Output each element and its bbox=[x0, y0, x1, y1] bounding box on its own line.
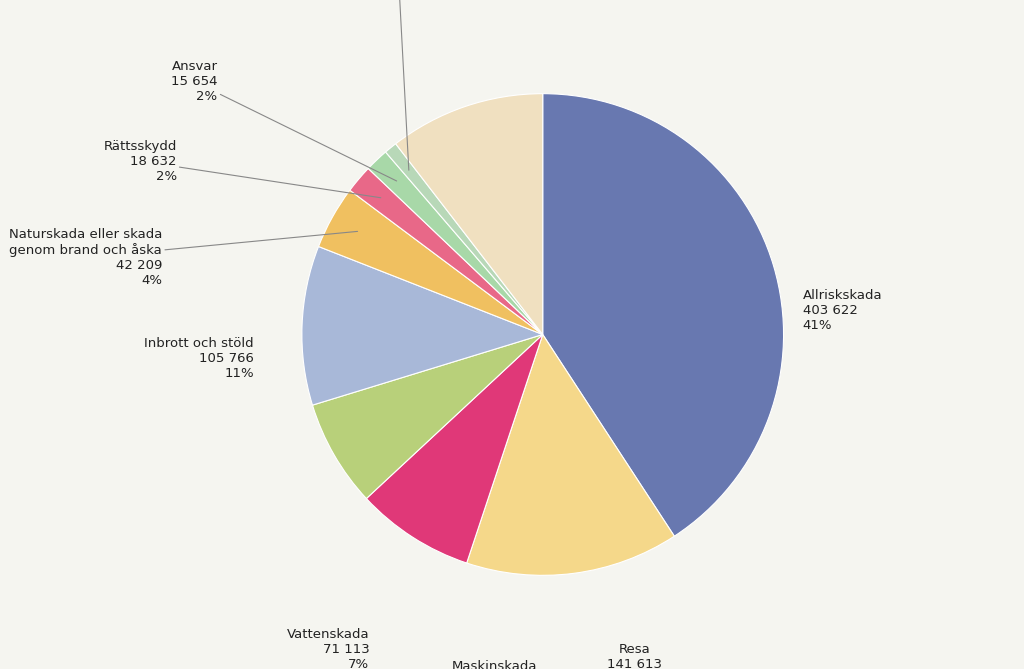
Wedge shape bbox=[467, 334, 675, 575]
Wedge shape bbox=[543, 94, 783, 536]
Text: Övrigt
103 407
10%: Övrigt 103 407 10% bbox=[575, 0, 631, 2]
Wedge shape bbox=[386, 144, 543, 334]
Text: Naturskada eller skada
genom brand och åska
42 209
4%: Naturskada eller skada genom brand och å… bbox=[9, 228, 357, 287]
Wedge shape bbox=[302, 246, 543, 405]
Wedge shape bbox=[318, 190, 543, 334]
Text: Ansvar
15 654
2%: Ansvar 15 654 2% bbox=[171, 60, 396, 181]
Text: Inbrott och stöld
105 766
11%: Inbrott och stöld 105 766 11% bbox=[144, 337, 254, 380]
Wedge shape bbox=[312, 334, 543, 498]
Wedge shape bbox=[350, 169, 543, 334]
Text: Allriskskada
403 622
41%: Allriskskada 403 622 41% bbox=[803, 289, 883, 332]
Text: Maskinskada
78 776
8%: Maskinskada 78 776 8% bbox=[452, 660, 538, 669]
Text: Rån och överfall
8 532
1%: Rån och överfall 8 532 1% bbox=[344, 0, 453, 170]
Text: Rättsskydd
18 632
2%: Rättsskydd 18 632 2% bbox=[103, 140, 381, 198]
Text: Resa
141 613
14%: Resa 141 613 14% bbox=[607, 643, 662, 669]
Wedge shape bbox=[369, 152, 543, 334]
Wedge shape bbox=[395, 94, 543, 334]
Text: Vattenskada
71 113
7%: Vattenskada 71 113 7% bbox=[287, 628, 370, 669]
Wedge shape bbox=[367, 334, 543, 563]
